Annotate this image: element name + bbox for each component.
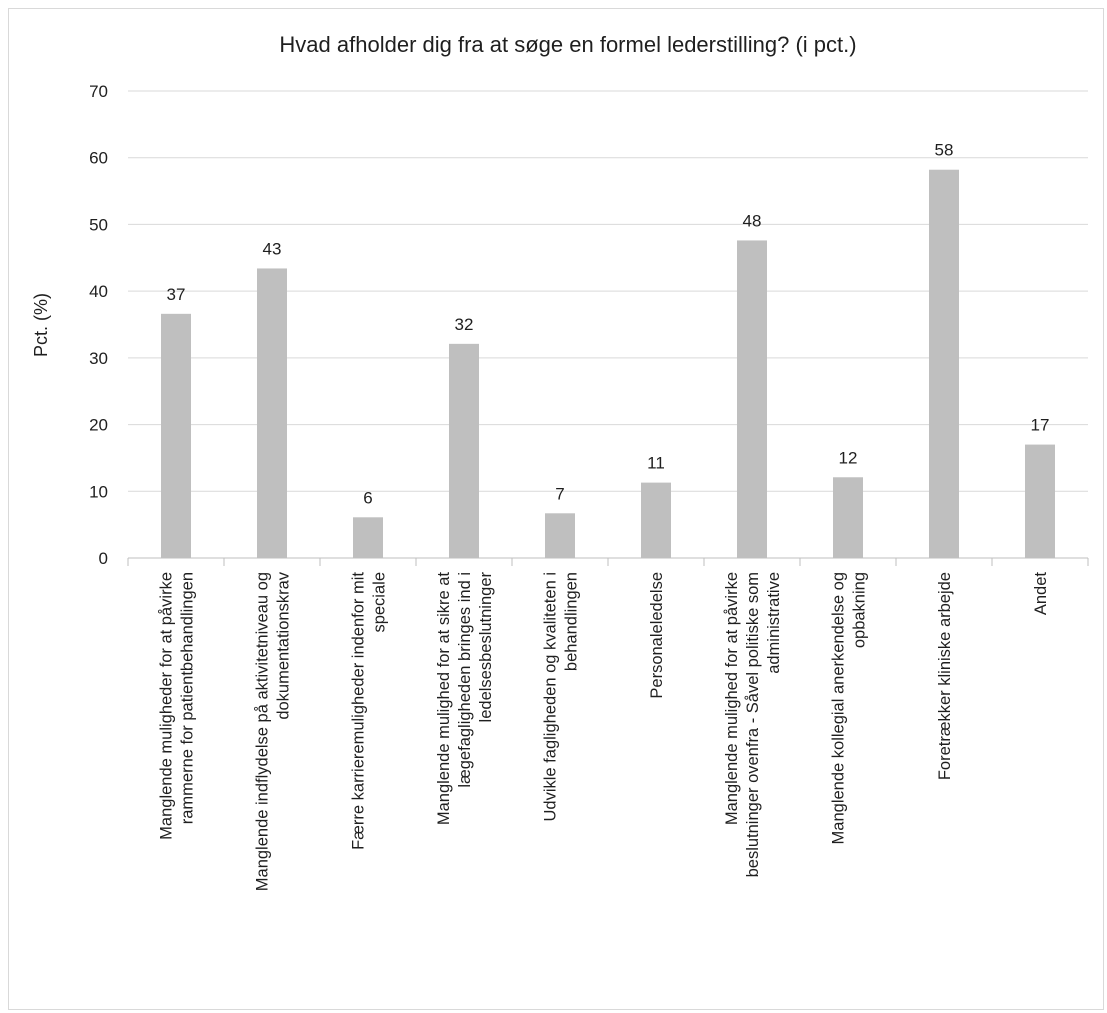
data-label: 6 <box>363 488 372 507</box>
x-category-line: administrative <box>765 572 783 674</box>
bar <box>1025 444 1055 558</box>
x-category-label: Manglende muligheder for at påvirke ramme… <box>158 572 197 840</box>
x-category-label: Manglende mulighed for at påvirke beslutn… <box>723 572 783 877</box>
x-category-line: Udvikle fagligheden og kvaliteten i <box>542 572 560 822</box>
data-label: 12 <box>839 448 858 467</box>
bars <box>161 169 1055 559</box>
y-tick-label: 0 <box>99 549 108 568</box>
gridlines <box>128 90 1088 492</box>
bar <box>641 482 671 558</box>
x-category-label: Manglende mulighed for at sikre at lægefa… <box>435 571 495 825</box>
bar <box>833 477 863 558</box>
x-category-line: Manglende muligheder for at påvirke <box>158 572 176 840</box>
data-labels: 37 43 6 32 7 11 48 12 58 17 <box>167 141 1050 508</box>
bar <box>737 240 767 558</box>
x-category-label: Foretrækker kliniske arbejde <box>936 572 954 780</box>
y-tick-label: 50 <box>89 215 108 234</box>
data-label: 37 <box>167 285 186 304</box>
y-tick-label: 60 <box>89 149 108 168</box>
x-category-line: Manglende mulighed for at påvirke <box>723 572 741 825</box>
x-category-line: rammerne for patientbehandlingen <box>179 572 197 824</box>
x-category-line: Manglende indflydelse på aktivitetniveau… <box>254 572 272 891</box>
x-category-label: Færre karrieremuligheder indenfor mit spe… <box>350 572 389 850</box>
chart-title: Hvad afholder dig fra at søge en formel … <box>279 32 856 57</box>
x-category-label: Manglende kollegial anerkendelse og opbak… <box>830 572 869 844</box>
x-category-label: Udvikle fagligheden og kvaliteten i behan… <box>542 572 581 822</box>
x-category-line: speciale <box>371 572 389 633</box>
bar <box>353 517 383 558</box>
x-category-line: Personaleledelse <box>648 572 666 699</box>
y-axis-label: Pct. (%) <box>31 293 51 357</box>
x-category-line: dokumentationskrav <box>275 571 293 719</box>
data-label: 32 <box>455 315 474 334</box>
data-label: 48 <box>743 211 762 230</box>
bar <box>929 169 959 559</box>
data-label: 58 <box>935 141 954 160</box>
y-tick-label: 70 <box>89 82 108 101</box>
data-label: 43 <box>263 239 282 258</box>
bar <box>449 343 479 558</box>
x-category-label: Manglende indflydelse på aktivitetniveau… <box>254 571 293 891</box>
y-tick-label: 20 <box>89 416 108 435</box>
bar <box>257 268 287 558</box>
x-axis-categories: Manglende muligheder for at påvirke ramme… <box>158 571 1051 891</box>
x-category-label: Personaleledelse <box>648 572 666 699</box>
x-category-label: Andet <box>1032 572 1050 616</box>
x-category-line: Andet <box>1032 572 1050 616</box>
bar <box>161 313 191 558</box>
y-tick-label: 10 <box>89 482 108 501</box>
x-category-line: opbakning <box>851 572 869 648</box>
x-category-line: ledelsesbeslutninger <box>477 571 495 722</box>
data-label: 7 <box>555 484 564 503</box>
data-label: 11 <box>647 454 665 473</box>
x-category-line: Manglende mulighed for at sikre at <box>435 572 453 826</box>
y-tick-label: 40 <box>89 282 108 301</box>
bar <box>545 513 575 558</box>
x-category-line: lægefagligheden bringes ind i <box>456 572 474 788</box>
x-category-line: Manglende kollegial anerkendelse og <box>830 572 848 844</box>
x-category-line: Foretrækker kliniske arbejde <box>936 572 954 780</box>
y-tick-label: 30 <box>89 349 108 368</box>
x-category-line: behandlingen <box>563 572 581 671</box>
x-category-line: beslutninger ovenfra - Såvel politiske s… <box>744 572 762 877</box>
x-category-line: Færre karrieremuligheder indenfor mit <box>350 572 368 850</box>
data-label: 17 <box>1031 416 1050 435</box>
y-axis-ticks: 0 10 20 30 40 50 60 70 <box>89 82 108 568</box>
x-axis <box>127 557 1089 566</box>
